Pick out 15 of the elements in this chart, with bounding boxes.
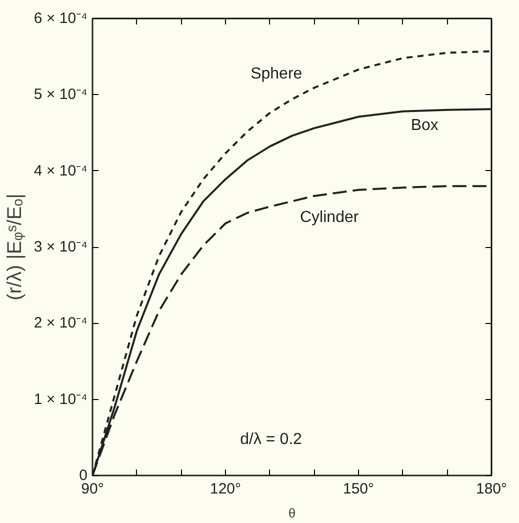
x-tick-label: 120° xyxy=(210,480,242,498)
y-tick-label: 4 × 10⁻⁴ xyxy=(34,162,88,180)
x-tick-label: 180° xyxy=(476,480,508,498)
annotation: d/λ = 0.2 xyxy=(240,431,302,448)
y-tick-label: 5 × 10⁻⁴ xyxy=(34,86,88,104)
y-tick-label: 2 × 10⁻⁴ xyxy=(34,314,88,332)
y-axis-title: (r/λ) |Eᵩˢ/Eₒ| xyxy=(4,194,26,300)
y-tick-label: 6 × 10⁻⁴ xyxy=(34,10,88,27)
series-label: Box xyxy=(410,116,438,134)
y-tick-label: 3 × 10⁻⁴ xyxy=(34,238,88,256)
y-tick-label: 1 × 10⁻⁴ xyxy=(34,390,88,408)
series-label: Sphere xyxy=(250,65,302,82)
series-label: Cylinder xyxy=(300,208,360,226)
x-tick-label: 150° xyxy=(342,480,374,498)
x-axis-title: θ xyxy=(288,506,296,520)
